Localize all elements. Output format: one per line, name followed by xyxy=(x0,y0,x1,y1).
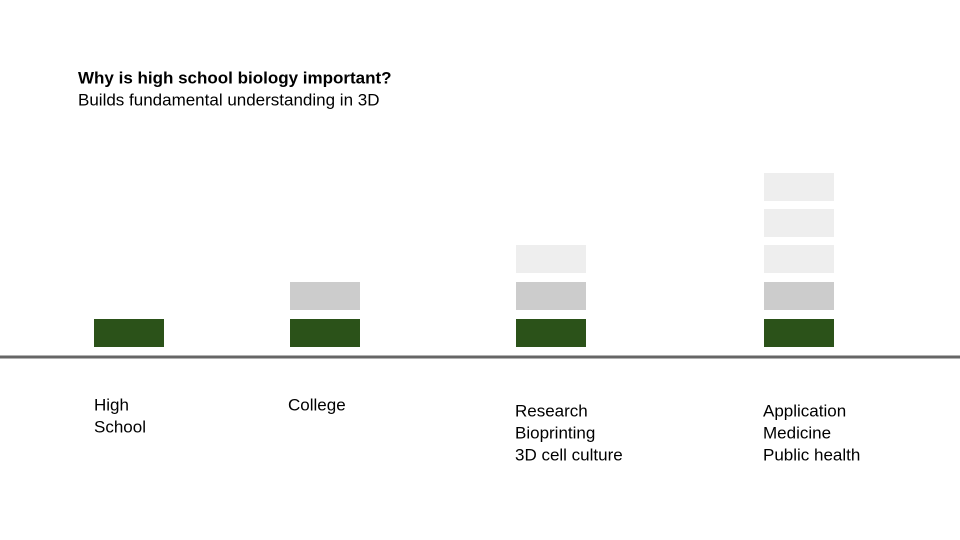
stage-label: College xyxy=(288,395,346,414)
subtitle: Builds fundamental understanding in 3D xyxy=(78,90,379,109)
block xyxy=(516,245,586,273)
title: Why is high school biology important? xyxy=(78,68,392,87)
stage-label: 3D cell culture xyxy=(515,445,623,464)
stage-label: Medicine xyxy=(763,423,831,442)
stage-label: High xyxy=(94,395,129,414)
stage-label: Bioprinting xyxy=(515,423,595,442)
stage-label: Application xyxy=(763,401,846,420)
block xyxy=(290,319,360,347)
block xyxy=(764,282,834,310)
block xyxy=(764,319,834,347)
block xyxy=(516,319,586,347)
stage-labels: High School College Research Bioprinting 3D c… xyxy=(94,395,860,464)
stage-label: Research xyxy=(515,401,588,420)
block xyxy=(516,282,586,310)
stage-label: Public health xyxy=(763,445,860,464)
block xyxy=(764,245,834,273)
block xyxy=(764,173,834,201)
block xyxy=(94,319,164,347)
stage-blocks xyxy=(94,173,834,347)
block xyxy=(764,209,834,237)
stage-label: School xyxy=(94,417,146,436)
block xyxy=(290,282,360,310)
